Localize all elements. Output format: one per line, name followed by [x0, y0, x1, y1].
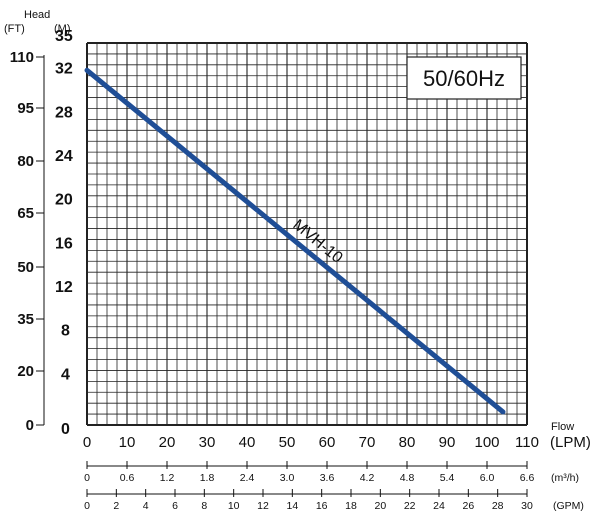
x-gpm-tick-label: 28 — [492, 500, 504, 512]
x-gpm-tick-label: 2 — [113, 500, 119, 512]
y-ft-tick-label: 0 — [26, 417, 34, 434]
x-m3h-tick-label: 6.0 — [480, 472, 495, 484]
y-ft-tick-label: 95 — [17, 100, 34, 117]
curve-layer — [84, 67, 506, 415]
flow-title: Flow — [551, 421, 574, 433]
x-m3h-tick-label: 0 — [84, 472, 90, 484]
x-lpm-tick-label: 110 — [515, 434, 539, 451]
y-m-unit: (M) — [54, 23, 71, 35]
x-gpm-tick-label: 18 — [345, 500, 357, 512]
x-lpm-tick-label: 70 — [359, 434, 376, 451]
x-m3h-tick-label: 4.2 — [360, 472, 375, 484]
x-m3h-tick-label: 4.8 — [400, 472, 415, 484]
x-gpm-tick-label: 6 — [172, 500, 178, 512]
x-m3h-tick-label: 6.6 — [520, 472, 535, 484]
x-lpm-tick-label: 100 — [474, 434, 499, 451]
chart-axes — [36, 55, 528, 497]
x-gpm-tick-label: 0 — [84, 500, 90, 512]
y-m-tick-label: 12 — [55, 279, 73, 296]
x-m3h-tick-label: 1.2 — [160, 472, 175, 484]
head-title: Head — [24, 9, 50, 21]
y-m-tick-label: 0 — [61, 421, 70, 438]
x-gpm-tick-label: 22 — [404, 500, 416, 512]
x-lpm-tick-label: 30 — [199, 434, 216, 451]
x-lpm-tick-label: 80 — [399, 434, 416, 451]
x-lpm-tick-label: 0 — [83, 434, 91, 451]
x-m3h-tick-label: 2.4 — [240, 472, 255, 484]
x-m3h-tick-label: 5.4 — [440, 472, 455, 484]
x-gpm-tick-label: 20 — [374, 500, 386, 512]
x-gpm-tick-label: 8 — [201, 500, 207, 512]
frequency-badge — [406, 56, 522, 100]
x-lpm-tick-label: 10 — [119, 434, 136, 451]
x-m3h-unit: (m³/h) — [551, 472, 579, 484]
x-lpm-unit: (LPM) — [550, 434, 591, 451]
y-ft-tick-label: 65 — [17, 205, 34, 222]
y-m-tick-label: 8 — [61, 323, 70, 340]
y-m-tick-label: 28 — [55, 104, 73, 121]
x-gpm-tick-label: 30 — [521, 500, 533, 512]
x-gpm-unit: (GPM) — [553, 500, 584, 512]
x-m3h-tick-label: 1.8 — [200, 472, 215, 484]
x-lpm-tick-label: 40 — [239, 434, 256, 451]
x-m3h-tick-label: 0.6 — [120, 472, 135, 484]
x-m3h-tick-label: 3.0 — [280, 472, 295, 484]
y-ft-tick-label: 20 — [17, 363, 34, 380]
y-m-tick-label: 16 — [55, 235, 73, 252]
y-m-tick-label: 35 — [55, 28, 73, 45]
x-lpm-tick-label: 90 — [439, 434, 456, 451]
x-lpm-tick-label: 60 — [319, 434, 336, 451]
y-ft-tick-label: 35 — [17, 311, 34, 328]
x-gpm-tick-label: 10 — [228, 500, 240, 512]
y-ft-tick-label: 50 — [17, 259, 34, 276]
y-ft-tick-label: 80 — [17, 153, 34, 170]
series-line-mvh-10 — [84, 67, 506, 415]
x-lpm-tick-label: 50 — [279, 434, 296, 451]
x-gpm-tick-label: 4 — [143, 500, 149, 512]
chart-grid — [86, 42, 528, 426]
x-gpm-tick-label: 24 — [433, 500, 445, 512]
y-ft-tick-label: 110 — [10, 49, 34, 66]
frequency-label: 50/60Hz — [423, 66, 505, 91]
x-gpm-tick-label: 12 — [257, 500, 269, 512]
x-gpm-tick-label: 14 — [286, 500, 298, 512]
y-m-tick-label: 4 — [61, 366, 70, 383]
x-m3h-tick-label: 3.6 — [320, 472, 335, 484]
y-m-tick-label: 24 — [55, 148, 73, 165]
y-m-tick-label: 20 — [55, 192, 73, 209]
x-lpm-tick-label: 20 — [159, 434, 176, 451]
y-m-tick-label: 32 — [55, 61, 73, 78]
x-gpm-tick-label: 16 — [316, 500, 328, 512]
x-gpm-tick-label: 26 — [462, 500, 474, 512]
y-ft-unit: (FT) — [4, 23, 25, 35]
